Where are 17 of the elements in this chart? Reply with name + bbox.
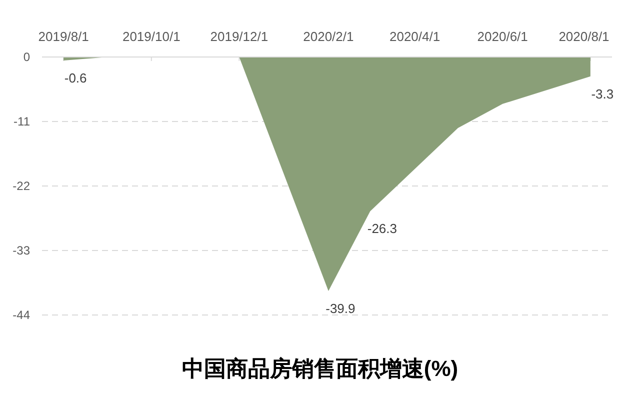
x-tick-label: 2020/6/1 (477, 29, 528, 44)
x-tick-label: 2020/2/1 (303, 29, 354, 44)
y-tick-label: -22 (12, 179, 30, 193)
data-label: -0.6 (64, 70, 87, 86)
text: 中国商品房销售面积增速(%) (182, 356, 458, 381)
y-tick-label: 0 (23, 50, 30, 64)
x-tick-label: 2019/10/1 (122, 29, 180, 44)
data-label: -39.9 (326, 300, 356, 316)
y-tick-label: -11 (14, 114, 30, 128)
x-tick-label: 2019/8/1 (38, 29, 89, 44)
x-tick-label: 2020/4/1 (390, 29, 440, 44)
y-tick-label: -44 (12, 308, 30, 322)
x-tick-label: 2019/12/1 (210, 29, 268, 44)
x-tick-label: 2020/8/1 (558, 29, 610, 44)
data-label: -26.3 (367, 221, 397, 236)
y-tick-label: -33 (12, 244, 30, 258)
data-label: -3.3 (591, 86, 614, 102)
